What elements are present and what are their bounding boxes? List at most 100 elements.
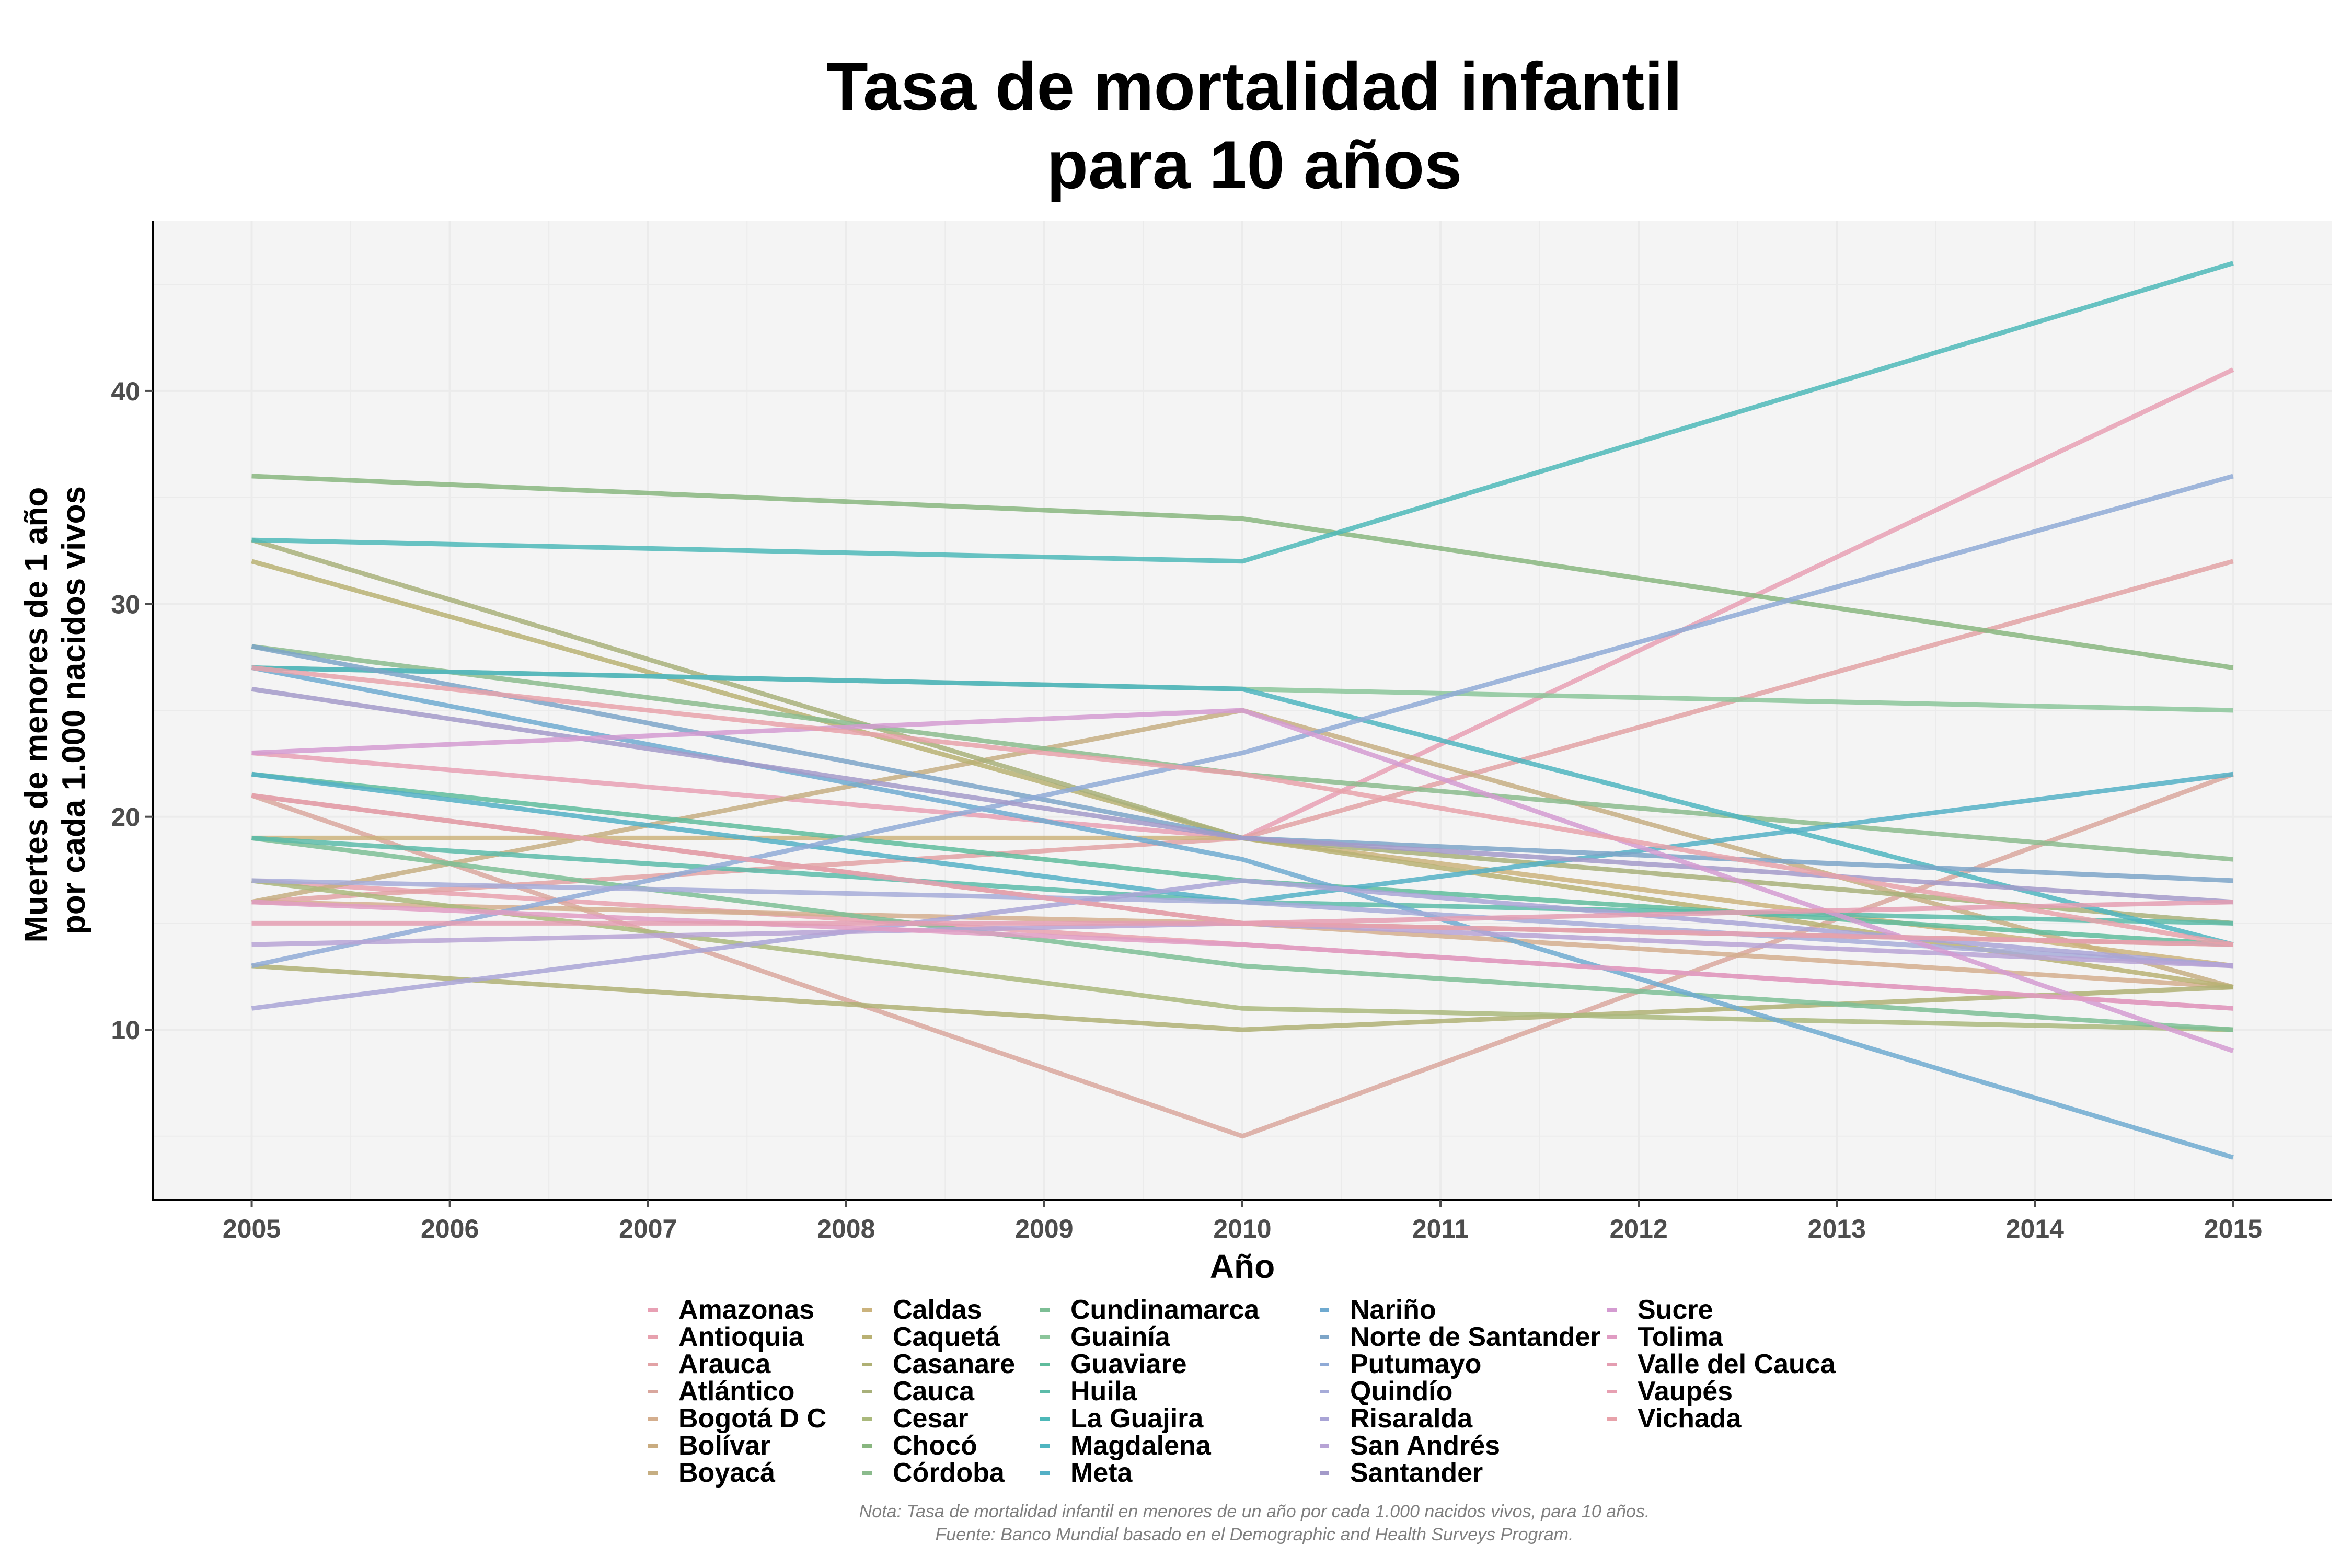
legend-label: Risaralda: [1350, 1403, 1473, 1434]
x-tick-label-2011: 2011: [1412, 1214, 1469, 1243]
legend-key-swatch: [862, 1444, 872, 1448]
x-tick-label-2014: 2014: [2006, 1214, 2064, 1243]
legend-label: Norte de Santander: [1350, 1322, 1601, 1352]
legend-key-swatch: [648, 1416, 658, 1421]
legend-item: Putumayo: [1320, 1351, 1601, 1378]
series-line-13: [251, 474, 2234, 670]
x-tick-label-2005: 2005: [223, 1214, 281, 1243]
legend-label: Cesar: [893, 1403, 969, 1434]
chart-title: Tasa de mortalidad infantil para 10 años: [157, 47, 2352, 204]
legend-key-swatch: [648, 1444, 658, 1448]
series-line-24: [251, 474, 2234, 969]
legend-key-swatch: [1607, 1335, 1617, 1339]
y-tick-label-40: 40: [111, 377, 140, 406]
x-tick-label-2006: 2006: [421, 1214, 479, 1243]
series-line-30: [251, 900, 2233, 1011]
legend-item: Huila: [1040, 1378, 1259, 1405]
legend-key-swatch: [862, 1335, 872, 1339]
legend-item: Arauca: [648, 1351, 826, 1378]
legend-key-swatch: [648, 1471, 658, 1475]
legend-label: Putumayo: [1350, 1349, 1482, 1379]
series-line-15: [251, 835, 2233, 1032]
series-line-19: [251, 261, 2234, 564]
legend-item: Magdalena: [1040, 1432, 1259, 1459]
legend-item: Valle del Cauca: [1607, 1351, 1836, 1378]
legend-label: Tolima: [1638, 1322, 1723, 1352]
legend-label: Nariño: [1350, 1295, 1436, 1325]
legend-item: San Andrés: [1320, 1432, 1601, 1459]
legend-label: Cundinamarca: [1070, 1295, 1260, 1325]
legend-key-swatch: [862, 1471, 872, 1475]
legend-key-swatch: [648, 1308, 658, 1312]
chart-caption: Nota: Tasa de mortalidad infantil en men…: [157, 1500, 2352, 1546]
x-axis-label: Año: [1210, 1248, 1275, 1285]
legend-item: Vaupés: [1607, 1378, 1836, 1405]
legend-label: Boyacá: [678, 1458, 775, 1488]
series-line-33: [251, 665, 2234, 947]
legend-key-swatch: [1040, 1335, 1050, 1339]
x-tick-label-2009: 2009: [1015, 1214, 1073, 1243]
series-line-10: [251, 963, 2233, 1032]
legend-key-swatch: [1040, 1362, 1050, 1366]
legend-item: Norte de Santander: [1320, 1323, 1601, 1351]
legend-key-swatch: [1607, 1389, 1617, 1393]
legend-item: Guainía: [1040, 1323, 1259, 1351]
legend-item: Nariño: [1320, 1296, 1601, 1323]
legend-label: Cauca: [893, 1376, 975, 1406]
legend-item: Meta: [1040, 1459, 1259, 1486]
chart-title-line-2: para 10 años: [1046, 126, 1462, 203]
legend-label: La Guajira: [1070, 1403, 1204, 1434]
legend-label: Córdoba: [893, 1458, 1005, 1488]
legend-item: Risaralda: [1320, 1405, 1601, 1432]
legend-key-swatch: [648, 1389, 658, 1393]
legend-label: Arauca: [678, 1349, 771, 1379]
legend-key-swatch: [1040, 1308, 1050, 1312]
y-tick-label-10: 10: [111, 1016, 140, 1045]
legend-label: Magdalena: [1070, 1431, 1211, 1461]
chart-title-line-1: Tasa de mortalidad infantil: [826, 48, 1682, 124]
legend-item: Caldas: [862, 1296, 1015, 1323]
legend-item: Tolima: [1607, 1323, 1836, 1351]
legend-column-4: Nariño Norte de Santander Putumayo Quindío R…: [1320, 1296, 1601, 1486]
legend-key-swatch: [862, 1362, 872, 1366]
legend-key-swatch: [1320, 1444, 1329, 1448]
legend-label: Atlántico: [678, 1376, 795, 1406]
legend-key-swatch: [1320, 1335, 1329, 1339]
legend-key-swatch: [1320, 1362, 1329, 1366]
legend-item: Santander: [1320, 1459, 1601, 1486]
legend-key-swatch: [1040, 1471, 1050, 1475]
legend-key-swatch: [1320, 1471, 1329, 1475]
legend-label: Vichada: [1638, 1403, 1742, 1434]
legend-key-swatch: [862, 1416, 872, 1421]
x-tick-label-2010: 2010: [1213, 1214, 1271, 1243]
tick-labels: 2005 2006 2007 2008 2009 2010 2011 2012 2013 2014…: [111, 377, 2262, 1243]
legend-key-swatch: [648, 1362, 658, 1366]
legend-item: Guaviare: [1040, 1351, 1259, 1378]
legend-key-swatch: [1040, 1444, 1050, 1448]
y-axis-label: Muertes de menores de 1 año por cada 1.0…: [18, 478, 92, 943]
legend-label: Amazonas: [678, 1295, 815, 1325]
legend-label: Bogotá D C: [678, 1403, 827, 1434]
legend-key-swatch: [862, 1308, 872, 1312]
series-line-22: [251, 665, 2234, 1160]
x-tick-label-2008: 2008: [817, 1214, 875, 1243]
legend-label: Quindío: [1350, 1376, 1453, 1406]
series-lines: [251, 261, 2234, 1160]
legend-item: Córdoba: [862, 1459, 1015, 1486]
legend-label: Casanare: [893, 1349, 1016, 1379]
legend-label: Vaupés: [1638, 1376, 1733, 1406]
legend-label: Huila: [1070, 1376, 1137, 1406]
legend-column-1: Amazonas Antioquia Arauca Atlántico Bogotá D…: [648, 1296, 826, 1486]
x-tick-label-2012: 2012: [1610, 1214, 1668, 1243]
legend-label: Guaviare: [1070, 1349, 1187, 1379]
legend-key-swatch: [1040, 1389, 1050, 1393]
series-line-20: [251, 665, 2234, 947]
legend-item: Cauca: [862, 1378, 1015, 1405]
axes: [145, 221, 2332, 1207]
legend-key-swatch: [1607, 1308, 1617, 1312]
legend-label: Antioquia: [678, 1322, 804, 1352]
caption-source: Fuente: Banco Mundial basado en el Demog…: [935, 1525, 1574, 1544]
legend-label: Santander: [1350, 1458, 1483, 1488]
legend-label: Chocó: [893, 1431, 977, 1461]
legend-label: Sucre: [1638, 1295, 1713, 1325]
